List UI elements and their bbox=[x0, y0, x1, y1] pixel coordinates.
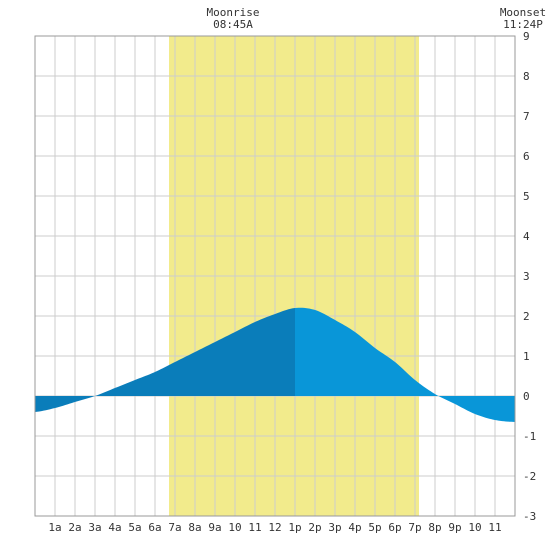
x-tick-label: 1a bbox=[48, 521, 61, 534]
x-tick-label: 2a bbox=[68, 521, 81, 534]
y-tick-label: 0 bbox=[523, 390, 530, 403]
x-tick-label: 8a bbox=[188, 521, 201, 534]
y-tick-label: 5 bbox=[523, 190, 530, 203]
x-tick-label: 6p bbox=[388, 521, 401, 534]
moonrise-time: 08:45A bbox=[213, 18, 253, 31]
tide-area-falling bbox=[295, 307, 515, 422]
plot-frame bbox=[34, 35, 516, 517]
x-tick-label: 5a bbox=[128, 521, 141, 534]
tide-area-rising bbox=[35, 308, 295, 412]
y-tick-label: 3 bbox=[523, 270, 530, 283]
moonset-label: Moonset bbox=[500, 6, 546, 19]
x-tick-label: 9p bbox=[448, 521, 461, 534]
y-tick-label: 8 bbox=[523, 70, 530, 83]
x-axis-tick-labels: 1a 2a 3a 4a 5a 6a 7a 8a 9a 10 11 12 1p 2p 3p 4p 5p 6p 7p 8p… bbox=[48, 521, 501, 534]
y-tick-label: 1 bbox=[523, 350, 530, 363]
y-tick-label: 6 bbox=[523, 150, 530, 163]
x-tick-label: 7a bbox=[168, 521, 181, 534]
x-tick-label: 10 bbox=[228, 521, 241, 534]
x-tick-label: 1p bbox=[288, 521, 301, 534]
moonrise-label: Moonrise bbox=[207, 6, 260, 19]
x-tick-label: 12 bbox=[268, 521, 281, 534]
x-tick-label: 4a bbox=[108, 521, 121, 534]
y-tick-label: -1 bbox=[523, 430, 536, 443]
y-axis-tick-labels: -3 -2 -1 0 1 2 3 4 5 6 7 8 9 bbox=[523, 30, 536, 523]
y-tick-label: 4 bbox=[523, 230, 530, 243]
y-tick-label: 2 bbox=[523, 310, 530, 323]
x-tick-label: 3p bbox=[328, 521, 341, 534]
x-tick-label: 2p bbox=[308, 521, 321, 534]
y-tick-label: 9 bbox=[523, 30, 530, 43]
x-tick-label: 4p bbox=[348, 521, 361, 534]
y-tick-label: -2 bbox=[523, 470, 536, 483]
y-tick-label: -3 bbox=[523, 510, 536, 523]
x-tick-label: 5p bbox=[368, 521, 381, 534]
moonset-time: 11:24P bbox=[503, 18, 543, 31]
x-tick-label: 11 bbox=[248, 521, 261, 534]
x-tick-label: 3a bbox=[88, 521, 101, 534]
x-tick-label: 10 bbox=[468, 521, 481, 534]
y-tick-label: 7 bbox=[523, 110, 530, 123]
x-tick-label: 8p bbox=[428, 521, 441, 534]
x-tick-label: 7p bbox=[408, 521, 421, 534]
tide-area bbox=[35, 307, 515, 422]
grid-lines bbox=[35, 35, 515, 517]
x-tick-label: 11 bbox=[488, 521, 501, 534]
x-tick-label: 6a bbox=[148, 521, 161, 534]
x-tick-label: 9a bbox=[208, 521, 221, 534]
